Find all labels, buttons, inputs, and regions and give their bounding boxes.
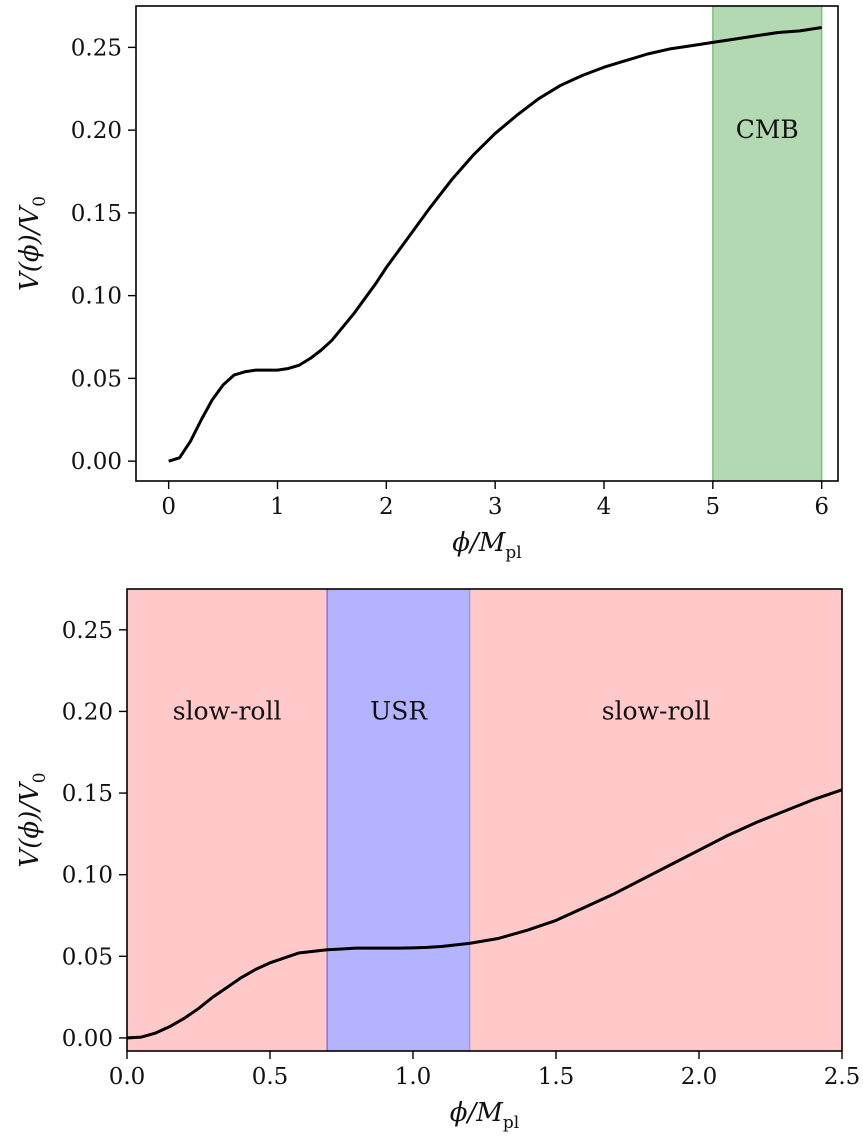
y-tick-label: 0.05: [62, 944, 113, 970]
x-tick-label: 1: [270, 494, 285, 520]
band-region: [470, 589, 842, 1051]
y-tick-label: 0.10: [71, 284, 122, 310]
y-tick-label: 0.00: [62, 1026, 113, 1052]
x-tick-label: 0: [161, 494, 176, 520]
band-region: [327, 589, 471, 1051]
series-line: [126, 788, 843, 1040]
x-tick-label: 1.0: [395, 1064, 432, 1090]
y-tick-label: 0.25: [71, 35, 122, 61]
band-region: [127, 589, 328, 1051]
y-tick-label: 0.20: [62, 699, 113, 725]
band-label: slow-roll: [602, 696, 711, 725]
bottom-panel: slow-roll USR slow-roll 0.0 0.5 1.0 1.5 2.0 2.5 0…: [15, 588, 861, 1133]
top-panel: CMB 0 1 2 3 4 5 6 0.00 0.05 0.10 0.15 0.20 0.25 ϕ/Mpl V…: [15, 5, 839, 563]
band-label: USR: [370, 696, 428, 725]
x-tick-label: 0.0: [109, 1064, 146, 1090]
x-tick-label: 2.5: [824, 1064, 861, 1090]
x-axis-label: ϕ/Mpl: [452, 528, 521, 563]
x-tick-label: 2: [379, 494, 394, 520]
band-label: slow-roll: [173, 696, 282, 725]
y-tick-label: 0.00: [71, 449, 122, 475]
plot-frame: [135, 5, 839, 482]
y-axis-label: V(ϕ)/V0: [15, 772, 50, 867]
x-tick-label: 6: [814, 494, 829, 520]
y-tick-label: 0.25: [62, 618, 113, 644]
y-tick-label: 0.15: [71, 201, 122, 227]
plot-frame: [126, 588, 843, 1052]
x-tick-label: 5: [706, 494, 721, 520]
band-region: [712, 6, 822, 481]
y-axis-label: V(ϕ)/V0: [15, 196, 50, 291]
x-axis-label: ϕ/Mpl: [450, 1098, 519, 1133]
y-tick-label: 0.20: [71, 118, 122, 144]
band-label: CMB: [736, 115, 799, 144]
x-tick-label: 2.0: [681, 1064, 718, 1090]
y-tick-label: 0.15: [62, 781, 113, 807]
x-tick-label: 0.5: [252, 1064, 289, 1090]
x-tick-label: 4: [597, 494, 612, 520]
series-line: [168, 26, 822, 463]
y-tick-label: 0.05: [71, 366, 122, 392]
x-tick-label: 3: [488, 494, 503, 520]
x-tick-label: 1.5: [538, 1064, 575, 1090]
y-tick-label: 0.10: [62, 863, 113, 889]
